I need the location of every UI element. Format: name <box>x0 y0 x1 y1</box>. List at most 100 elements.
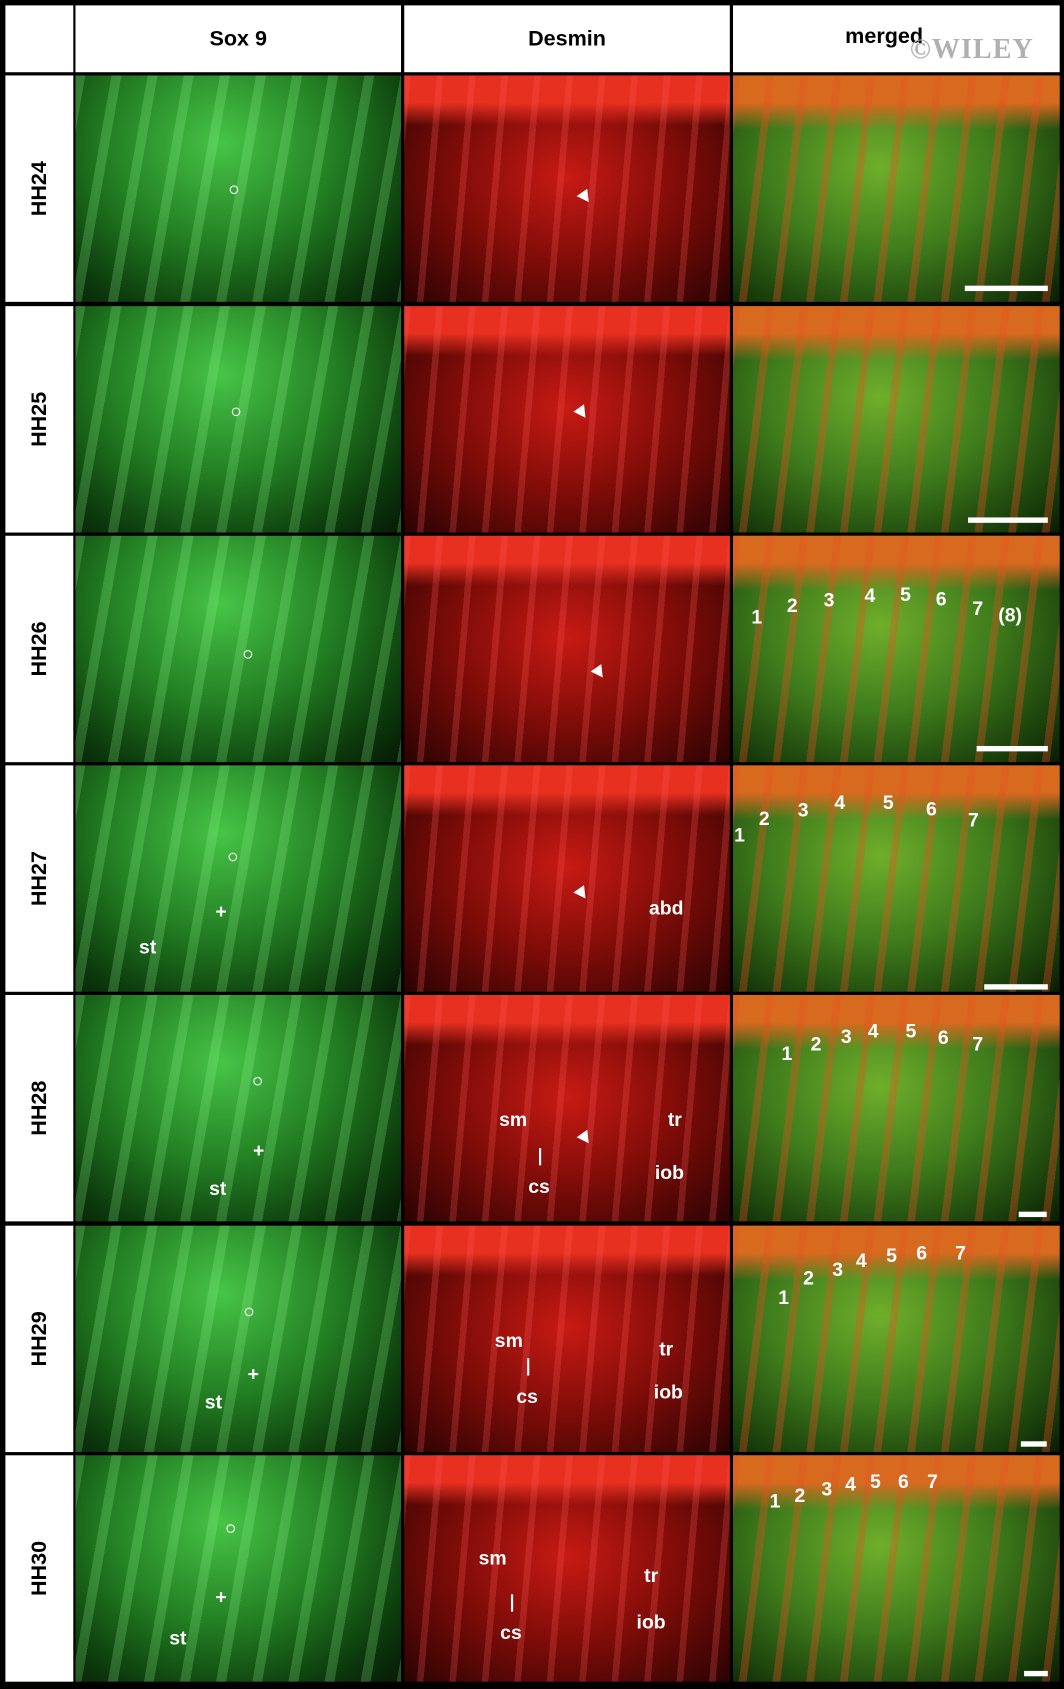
column-header: Desmin <box>404 5 730 73</box>
corner-cell <box>5 5 74 73</box>
arrowhead <box>573 885 591 903</box>
marker-circle <box>253 1076 262 1086</box>
column-header: Sox 9 <box>75 5 402 73</box>
merged-panel <box>733 306 1060 533</box>
pointer-line <box>539 1148 541 1166</box>
sox9-panel <box>75 75 402 302</box>
annotation: 1 <box>769 1490 781 1512</box>
annotation: 2 <box>810 1033 822 1055</box>
scale-bar <box>968 517 1048 523</box>
row-label: HH30 <box>26 1540 51 1597</box>
annotation: 4 <box>845 1473 856 1495</box>
desmin-panel: sm cs tr iob <box>404 1455 730 1682</box>
annotation: iob <box>653 1381 683 1404</box>
arrowhead <box>576 188 595 206</box>
scale-bar <box>984 984 1048 990</box>
annotation: tr <box>659 1338 674 1360</box>
annotation: cs <box>500 1621 522 1644</box>
row-label-cell: HH25 <box>5 306 74 533</box>
annotation: cs <box>528 1175 550 1198</box>
annotation: 4 <box>864 584 876 607</box>
desmin-panel: abd <box>404 765 730 992</box>
annotation: 3 <box>823 589 835 611</box>
arrowhead <box>590 664 609 682</box>
column-header: merged ©WILEY <box>733 5 1060 73</box>
annotation: 1 <box>751 606 763 628</box>
annotation: 3 <box>840 1025 852 1048</box>
annotation: 7 <box>968 809 979 831</box>
annotation: + <box>253 1139 265 1162</box>
annotation: iob <box>636 1611 666 1633</box>
annotation: 6 <box>935 588 947 610</box>
annotation: + <box>215 1586 227 1608</box>
annotation: 3 <box>832 1258 844 1281</box>
marker-circle <box>228 852 238 862</box>
sox9-panel: + st <box>75 994 402 1222</box>
annotation: 2 <box>794 1484 806 1507</box>
annotation: 6 <box>916 1242 928 1264</box>
annotation: 5 <box>900 583 911 606</box>
row-label-cell: HH27 <box>5 765 74 992</box>
annotation: sm <box>499 1108 528 1131</box>
annotation: + <box>215 900 227 923</box>
desmin-panel: sm cs tr iob <box>404 1225 730 1453</box>
annotation: tr <box>667 1108 682 1131</box>
annotation: 5 <box>882 791 894 814</box>
sox9-panel <box>75 306 402 533</box>
annotation: 2 <box>786 594 798 617</box>
annotation: 2 <box>803 1267 814 1289</box>
annotation: (8) <box>998 604 1022 626</box>
annotation: 6 <box>897 1470 909 1493</box>
annotation: 5 <box>905 1020 917 1042</box>
marker-circle <box>244 1307 254 1317</box>
sox9-panel <box>75 535 402 763</box>
pointer-line <box>510 1594 513 1612</box>
row-label-cell: HH26 <box>5 535 74 763</box>
annotation: abd <box>648 897 684 919</box>
annotation: 7 <box>955 1242 966 1264</box>
row-label-cell: HH30 <box>5 1455 74 1682</box>
marker-circle <box>226 1524 236 1533</box>
annotation: 5 <box>869 1470 881 1493</box>
scale-bar <box>1024 1670 1048 1677</box>
sox9-panel: + st <box>75 1455 402 1682</box>
sox9-panel: + st <box>75 765 402 992</box>
merged-panel: 1 2 3 4 5 6 7 (8) <box>733 535 1060 763</box>
row-label: HH25 <box>26 391 51 447</box>
scale-bar <box>964 285 1048 292</box>
pointer-line <box>527 1358 529 1376</box>
annotation: 6 <box>937 1026 949 1049</box>
desmin-panel <box>404 75 730 302</box>
scale-bar <box>976 745 1048 752</box>
annotation: 3 <box>821 1478 833 1501</box>
row-label: HH26 <box>26 621 51 677</box>
row-label: HH29 <box>26 1311 51 1367</box>
desmin-panel <box>404 306 730 533</box>
annotation: 4 <box>834 791 846 814</box>
arrowhead <box>576 1129 595 1147</box>
watermark: ©WILEY <box>909 33 1034 65</box>
annotation: st <box>204 1391 223 1413</box>
annotation: 6 <box>925 798 937 820</box>
annotation: 2 <box>758 807 770 830</box>
annotation: sm <box>494 1329 523 1352</box>
scale-bar <box>1020 1441 1047 1447</box>
desmin-panel <box>404 535 730 763</box>
annotation: 4 <box>867 1020 879 1042</box>
row-label-cell: HH29 <box>5 1225 74 1453</box>
row-label-cell: HH24 <box>5 75 74 302</box>
annotation: sm <box>478 1547 507 1570</box>
row-label: HH28 <box>26 1080 51 1136</box>
annotation: 7 <box>972 1033 984 1055</box>
annotation: + <box>247 1363 259 1385</box>
marker-circle <box>229 185 239 195</box>
annotation: 1 <box>781 1042 793 1065</box>
annotation: 5 <box>886 1244 897 1267</box>
merged-panel <box>733 75 1060 302</box>
marker-circle <box>243 650 253 659</box>
annotation: st <box>169 1627 187 1649</box>
